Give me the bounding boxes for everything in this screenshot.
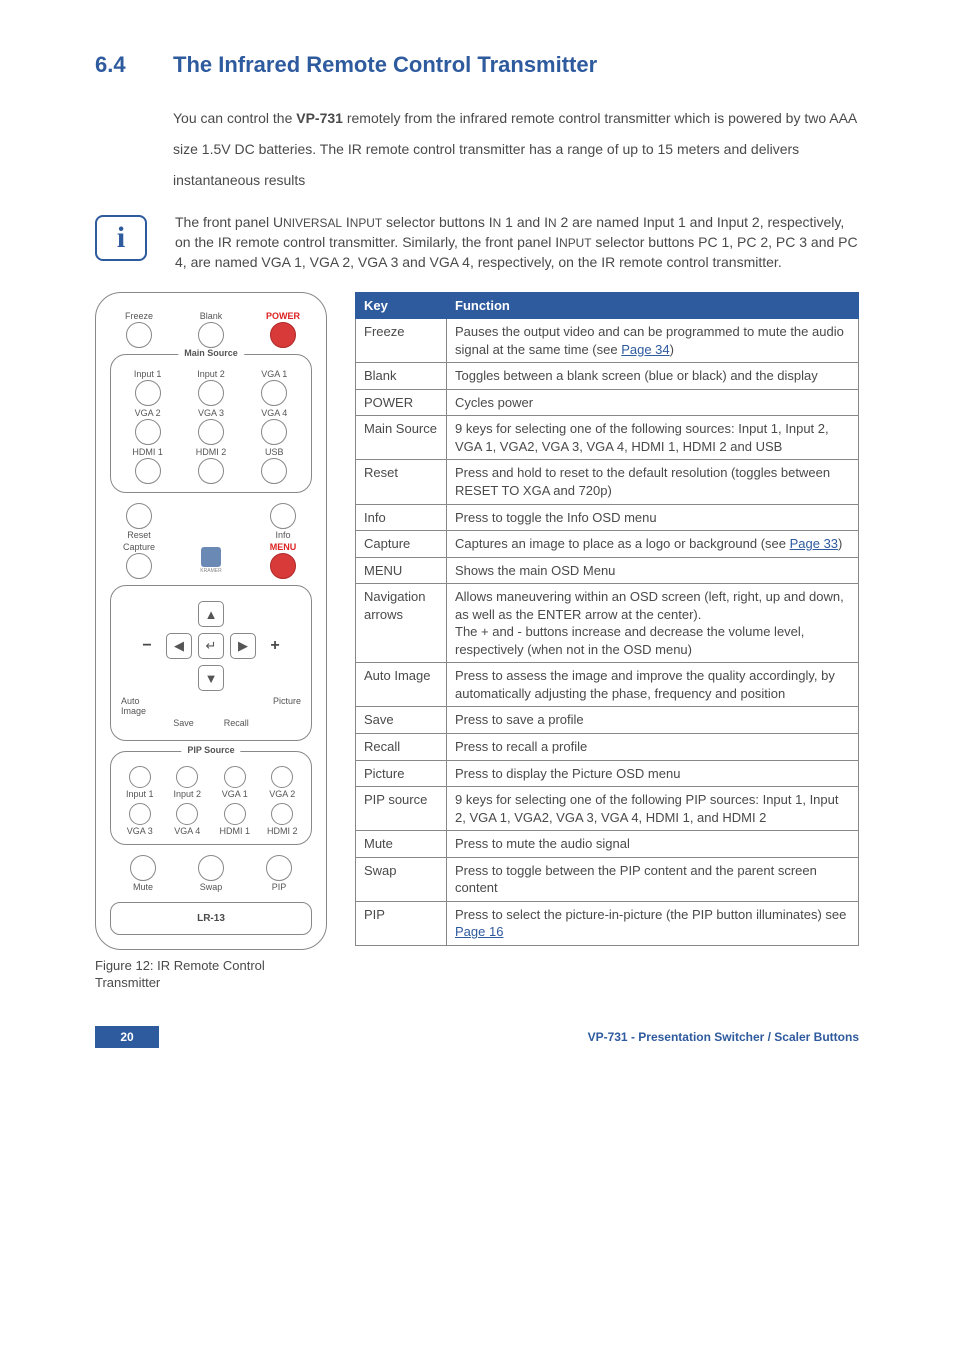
table-key-cell: Save: [356, 707, 447, 734]
table-key-cell: Auto Image: [356, 663, 447, 707]
info-glyph: i: [117, 223, 125, 253]
remote-swap: Swap: [182, 855, 240, 892]
nav-down-icon: ▼: [198, 665, 224, 691]
kramer-logo: KRAMER: [168, 547, 254, 574]
table-row: ResetPress and hold to reset to the defa…: [356, 460, 859, 504]
section-heading: 6.4 The Infrared Remote Control Transmit…: [95, 52, 859, 78]
page-number: 20: [95, 1026, 159, 1048]
footer-title: VP-731 - Presentation Switcher / Scaler …: [588, 1030, 859, 1044]
table-row: Auto ImagePress to assess the image and …: [356, 663, 859, 707]
section-number: 6.4: [95, 52, 173, 78]
remote-power: POWER: [254, 311, 312, 348]
function-table: Key Function FreezePauses the output vid…: [355, 292, 859, 946]
table-row: Main Source9 keys for selecting one of t…: [356, 416, 859, 460]
minus-icon: −: [142, 637, 151, 655]
table-key-cell: Main Source: [356, 416, 447, 460]
remote-info: Info: [254, 503, 312, 540]
table-func-cell: Cycles power: [447, 389, 859, 416]
nav-up-icon: ▲: [198, 601, 224, 627]
table-func-cell: Captures an image to place as a logo or …: [447, 531, 859, 558]
table-func-cell: Press to select the picture-in-picture (…: [447, 901, 859, 945]
table-row: POWERCycles power: [356, 389, 859, 416]
section-title: The Infrared Remote Control Transmitter: [173, 52, 597, 78]
table-key-cell: Recall: [356, 734, 447, 761]
table-func-cell: Pauses the output video and can be progr…: [447, 319, 859, 363]
table-key-cell: Capture: [356, 531, 447, 558]
nav-right-icon: ▶: [230, 633, 256, 659]
remote-freeze: Freeze: [110, 311, 168, 348]
table-row: SwapPress to toggle between the PIP cont…: [356, 857, 859, 901]
product-name: VP-731: [296, 110, 343, 126]
table-row: RecallPress to recall a profile: [356, 734, 859, 761]
remote-nav-group: ▲ − ◀ ↵ ▶ + ▼ Auto Image Picture: [110, 585, 312, 741]
table-func-cell: Press to save a profile: [447, 707, 859, 734]
page-link[interactable]: Page 16: [455, 924, 503, 939]
table-key-cell: Swap: [356, 857, 447, 901]
table-func-cell: 9 keys for selecting one of the followin…: [447, 787, 859, 831]
remote-reset: Reset: [110, 503, 168, 540]
figure-caption: Figure 12: IR Remote Control Transmitter: [95, 958, 327, 992]
table-func-cell: Press to recall a profile: [447, 734, 859, 761]
table-row: CaptureCaptures an image to place as a l…: [356, 531, 859, 558]
table-key-cell: MENU: [356, 557, 447, 584]
table-key-cell: Picture: [356, 760, 447, 787]
remote-capture: Capture: [110, 542, 168, 579]
table-row: InfoPress to toggle the Info OSD menu: [356, 504, 859, 531]
nav-left-icon: ◀: [166, 633, 192, 659]
table-func-cell: Shows the main OSD Menu: [447, 557, 859, 584]
table-row: BlankToggles between a blank screen (blu…: [356, 363, 859, 390]
remote-menu: MENU: [254, 542, 312, 579]
table-func-cell: Press and hold to reset to the default r…: [447, 460, 859, 504]
table-row: MENUShows the main OSD Menu: [356, 557, 859, 584]
table-key-cell: Mute: [356, 831, 447, 858]
info-note: The front panel UNIVERSAL INPUT selector…: [175, 213, 859, 272]
remote-main-source-group: Main Source Input 1 Input 2 VGA 1 VGA 2 …: [110, 354, 312, 493]
table-row: PicturePress to display the Picture OSD …: [356, 760, 859, 787]
th-key: Key: [356, 293, 447, 319]
table-key-cell: Reset: [356, 460, 447, 504]
table-row: PIPPress to select the picture-in-pictur…: [356, 901, 859, 945]
plus-icon: +: [270, 637, 279, 655]
table-key-cell: Navigation arrows: [356, 584, 447, 663]
remote-blank: Blank: [182, 311, 240, 348]
table-func-cell: 9 keys for selecting one of the followin…: [447, 416, 859, 460]
remote-diagram: Freeze Blank POWER Main Source: [95, 292, 327, 950]
table-row: Navigation arrowsAllows maneuvering with…: [356, 584, 859, 663]
table-row: PIP source9 keys for selecting one of th…: [356, 787, 859, 831]
table-func-cell: Allows maneuvering within an OSD screen …: [447, 584, 859, 663]
remote-pip-source-group: PIP Source Input 1 Input 2 VGA 1 VGA 2 V…: [110, 751, 312, 845]
info-icon: i: [95, 215, 147, 261]
table-func-cell: Press to display the Picture OSD menu: [447, 760, 859, 787]
page-link[interactable]: Page 33: [790, 536, 838, 551]
remote-model: LR-13: [110, 902, 312, 935]
table-key-cell: Blank: [356, 363, 447, 390]
intro-paragraph: You can control the VP-731 remotely from…: [95, 103, 859, 195]
table-func-cell: Toggles between a blank screen (blue or …: [447, 363, 859, 390]
picture-label: Picture: [273, 696, 301, 716]
auto-image-label: Auto Image: [121, 696, 146, 716]
table-func-cell: Press to toggle between the PIP content …: [447, 857, 859, 901]
th-function: Function: [447, 293, 859, 319]
table-row: MutePress to mute the audio signal: [356, 831, 859, 858]
nav-enter-icon: ↵: [198, 633, 224, 659]
table-func-cell: Press to toggle the Info OSD menu: [447, 504, 859, 531]
table-row: FreezePauses the output video and can be…: [356, 319, 859, 363]
table-func-cell: Press to assess the image and improve th…: [447, 663, 859, 707]
table-func-cell: Press to mute the audio signal: [447, 831, 859, 858]
table-key-cell: POWER: [356, 389, 447, 416]
table-row: SavePress to save a profile: [356, 707, 859, 734]
table-key-cell: PIP: [356, 901, 447, 945]
remote-mute: Mute: [114, 855, 172, 892]
table-key-cell: Info: [356, 504, 447, 531]
table-key-cell: PIP source: [356, 787, 447, 831]
save-label: Save: [173, 718, 194, 728]
table-key-cell: Freeze: [356, 319, 447, 363]
recall-label: Recall: [224, 718, 249, 728]
remote-pip: PIP: [250, 855, 308, 892]
page-link[interactable]: Page 34: [621, 342, 669, 357]
